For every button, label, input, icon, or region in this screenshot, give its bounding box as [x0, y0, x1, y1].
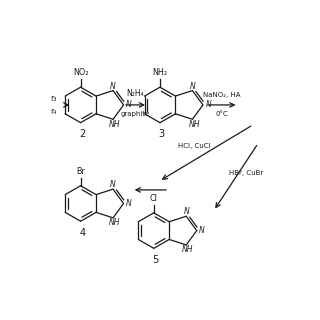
- Text: N: N: [205, 100, 211, 109]
- Text: Br: Br: [76, 167, 85, 176]
- Text: r₃: r₃: [51, 94, 57, 103]
- Text: N: N: [189, 82, 195, 91]
- Text: 3: 3: [159, 129, 165, 139]
- Text: N: N: [110, 180, 116, 189]
- Text: NH: NH: [182, 245, 194, 254]
- Text: 0°C: 0°C: [215, 111, 228, 117]
- Text: 4: 4: [79, 228, 85, 238]
- Text: 5: 5: [152, 255, 159, 265]
- Text: N: N: [126, 100, 132, 109]
- Text: N: N: [110, 82, 116, 91]
- Text: NH: NH: [109, 120, 121, 129]
- Text: NH: NH: [188, 120, 200, 129]
- Text: N: N: [183, 207, 189, 216]
- Text: HCl, CuCl: HCl, CuCl: [178, 143, 210, 148]
- Text: NH: NH: [109, 218, 121, 227]
- Text: NH₂: NH₂: [153, 68, 167, 77]
- Text: N₂H₄: N₂H₄: [127, 89, 144, 98]
- Text: N: N: [126, 199, 132, 208]
- Text: graphite: graphite: [121, 111, 150, 117]
- Text: Cl: Cl: [150, 194, 158, 203]
- Text: NO₂: NO₂: [73, 68, 88, 77]
- Text: HBr, CuBr: HBr, CuBr: [229, 170, 263, 176]
- Text: NaNO₂, HA: NaNO₂, HA: [203, 92, 240, 98]
- Text: N: N: [199, 226, 205, 235]
- Text: r₄: r₄: [51, 107, 57, 116]
- Text: 2: 2: [79, 129, 85, 139]
